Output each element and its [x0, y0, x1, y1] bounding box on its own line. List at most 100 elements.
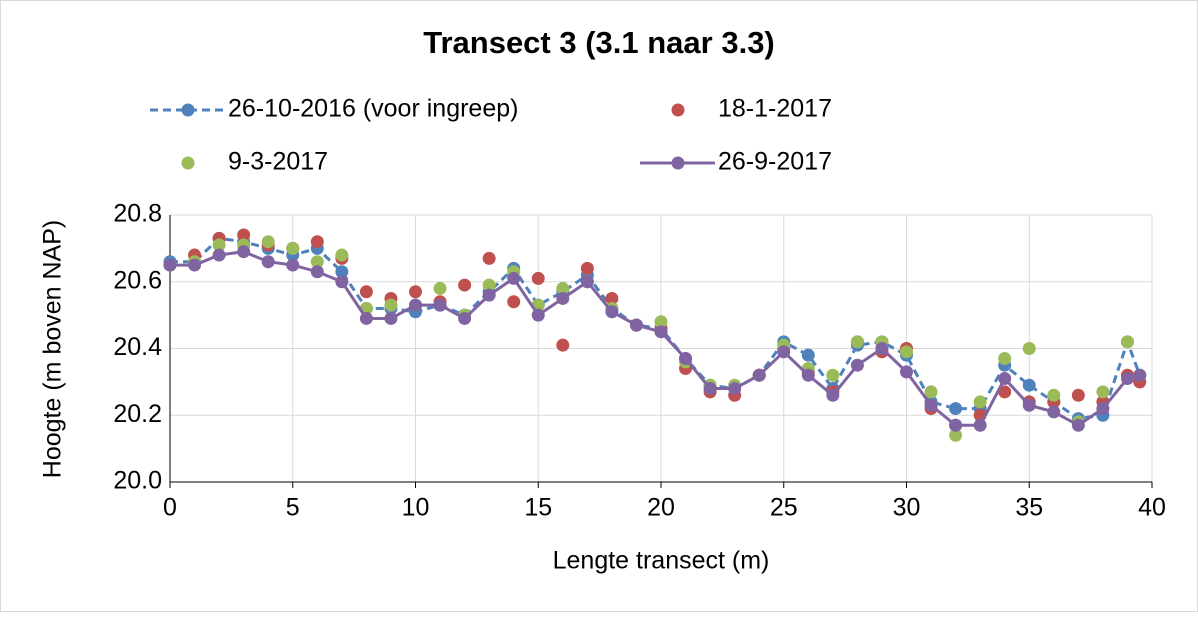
data-point — [605, 291, 619, 305]
data-point — [679, 352, 693, 366]
data-point — [924, 398, 938, 412]
data-point — [409, 285, 422, 299]
x-tick-label: 40 — [1138, 494, 1166, 522]
data-point — [777, 345, 791, 359]
data-point — [1071, 418, 1085, 432]
data-point — [310, 235, 324, 249]
data-point — [556, 291, 570, 305]
data-point — [850, 358, 864, 372]
data-point — [801, 348, 815, 362]
data-point — [1022, 342, 1036, 355]
data-point — [310, 265, 324, 279]
data-point — [188, 258, 202, 272]
x-tick-label: 30 — [893, 494, 921, 522]
data-point — [556, 338, 570, 352]
y-tick-label: 20.8 — [113, 200, 162, 228]
data-point — [900, 365, 913, 379]
y-tick-label: 20.2 — [113, 400, 162, 428]
data-point — [998, 372, 1012, 386]
x-tick-label: 25 — [770, 494, 798, 522]
data-point — [409, 298, 422, 312]
data-point — [556, 281, 570, 295]
data-point — [1096, 385, 1110, 399]
data-point — [998, 385, 1012, 399]
data-point — [482, 251, 496, 265]
x-tick-label: 0 — [163, 494, 177, 522]
data-point — [703, 382, 717, 396]
y-tick-label: 20.6 — [113, 266, 162, 294]
data-point — [433, 298, 447, 312]
data-point — [1022, 398, 1036, 412]
x-axis-label: Lengte transect (m) — [553, 547, 770, 575]
data-point — [605, 305, 619, 319]
data-point — [335, 265, 349, 279]
legend-marker — [671, 156, 685, 170]
data-point — [900, 345, 913, 359]
data-point — [359, 285, 373, 299]
data-point — [998, 352, 1012, 366]
data-point — [335, 275, 349, 289]
data-point — [310, 255, 324, 269]
data-point — [482, 278, 496, 292]
data-point — [654, 315, 668, 329]
data-point — [1047, 388, 1061, 402]
legend-label: 18-1-2017 — [718, 95, 832, 123]
x-tick-label: 20 — [647, 494, 675, 522]
legend-label: 26-10-2016 (voor ingreep) — [228, 95, 518, 123]
data-point — [458, 311, 472, 325]
data-point — [286, 258, 300, 272]
data-point — [850, 335, 864, 349]
legend-label: 9-3-2017 — [228, 148, 328, 176]
chart-title: Transect 3 (3.1 naar 3.3) — [423, 25, 775, 60]
data-point — [1071, 388, 1085, 402]
x-tick-label: 15 — [524, 494, 552, 522]
data-point — [973, 418, 987, 432]
data-point — [433, 281, 447, 295]
data-point — [482, 288, 496, 302]
data-point — [286, 241, 300, 255]
data-point — [458, 278, 472, 292]
y-tick-label: 20.4 — [113, 333, 162, 361]
x-tick-label: 5 — [286, 494, 300, 522]
data-point — [384, 298, 398, 312]
data-point — [237, 228, 251, 242]
legend-marker — [671, 103, 685, 117]
data-point — [507, 271, 521, 285]
data-point — [875, 342, 889, 355]
data-point — [949, 402, 963, 416]
data-point — [212, 248, 226, 262]
data-point — [654, 325, 668, 339]
legend-marker — [181, 156, 195, 170]
data-point — [580, 261, 594, 275]
data-point — [629, 318, 643, 332]
data-point — [1120, 372, 1134, 386]
y-tick-label: 20.0 — [113, 467, 162, 495]
data-point — [1096, 402, 1110, 416]
data-point — [531, 271, 545, 285]
data-point — [261, 235, 275, 249]
x-tick-label: 35 — [1015, 494, 1043, 522]
data-point — [163, 258, 177, 272]
data-point — [237, 245, 251, 259]
data-point — [1120, 335, 1134, 349]
data-point — [359, 311, 373, 325]
data-point — [531, 308, 545, 322]
data-point — [384, 311, 398, 325]
legend-label: 26-9-2017 — [718, 148, 832, 176]
data-point — [728, 382, 742, 396]
data-point — [826, 368, 840, 382]
data-point — [924, 385, 938, 399]
data-point — [261, 255, 275, 269]
legend-marker — [181, 103, 195, 117]
y-axis-label: Hoogte (m boven NAP) — [39, 220, 67, 478]
data-point — [1133, 368, 1147, 382]
data-point — [949, 428, 963, 442]
data-point — [1047, 405, 1061, 419]
data-point — [801, 368, 815, 382]
data-point — [507, 295, 521, 309]
data-point — [335, 248, 349, 262]
data-point — [752, 368, 766, 382]
x-tick-label: 10 — [402, 494, 430, 522]
